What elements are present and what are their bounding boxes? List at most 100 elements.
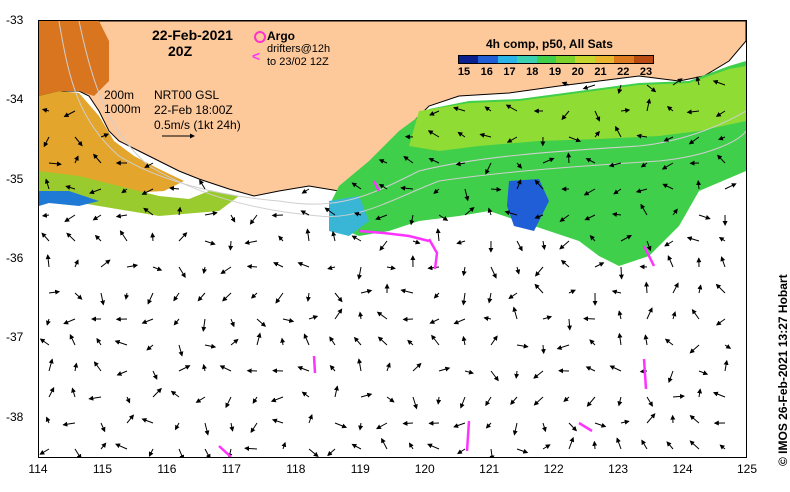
current-vector-arrow <box>686 236 700 242</box>
current-vector-arrow <box>93 361 102 372</box>
current-vector-arrow <box>620 108 631 113</box>
current-vector-arrow <box>353 336 362 346</box>
current-vector-arrow <box>644 281 650 294</box>
current-vector-arrow <box>48 289 61 295</box>
colorbar-tick-16: 16 <box>480 66 493 78</box>
current-vector-arrow <box>45 318 51 326</box>
current-vector-arrow <box>667 370 674 384</box>
current-vector-arrow <box>453 422 466 428</box>
land-mass <box>39 21 746 197</box>
current-vector-arrow <box>438 366 451 372</box>
current-vector-arrow <box>640 203 648 216</box>
lon-tick-122: 122 <box>543 462 564 476</box>
current-vector-arrow <box>613 188 622 195</box>
current-vector-arrow <box>490 370 499 382</box>
current-vector-arrow <box>695 76 701 86</box>
current-vector-arrow <box>567 318 572 331</box>
colorbar-title: 4h comp, p50, All Sats <box>486 37 613 51</box>
current-vector-arrow <box>378 183 388 190</box>
current-vector-arrow <box>534 266 544 277</box>
current-vector-arrow <box>563 396 570 402</box>
current-vector-arrow <box>427 443 440 450</box>
current-vector-arrow <box>412 396 418 410</box>
current-vector-arrow <box>270 396 284 403</box>
current-vector-arrow <box>485 162 492 175</box>
current-vector-arrow <box>589 339 596 346</box>
current-vector-arrow <box>278 235 284 242</box>
current-vector-arrow <box>506 136 518 143</box>
current-vector-arrow <box>712 391 726 398</box>
current-vector-arrow <box>357 358 363 372</box>
current-vector-arrow <box>48 358 54 372</box>
colorbar-tick-17: 17 <box>503 66 516 78</box>
current-vector-arrow <box>487 207 493 216</box>
lon-tick-119: 119 <box>350 462 370 476</box>
colorbar-segment <box>575 56 595 63</box>
current-vector-arrow <box>438 214 449 221</box>
current-vector-arrow <box>689 440 700 450</box>
current-vector-arrow <box>93 153 102 164</box>
current-vector-arrow <box>271 212 284 218</box>
current-vector-arrow <box>41 212 50 218</box>
current-vector-arrow <box>618 266 624 280</box>
lon-tick-120: 120 <box>414 462 435 476</box>
contour-200m <box>58 21 746 205</box>
current-vector-arrow <box>308 448 319 457</box>
current-vector-arrow <box>672 393 685 399</box>
current-vector-arrow <box>715 318 726 326</box>
current-vector-arrow <box>360 289 373 294</box>
current-vector-arrow <box>696 180 702 190</box>
current-vector-arrow <box>308 414 313 424</box>
colorbar-tick-18: 18 <box>526 66 539 78</box>
current-vector-arrow <box>89 188 102 195</box>
current-vector-arrow <box>324 207 336 216</box>
current-vector-arrow <box>119 230 128 242</box>
depth-label-1000m: 1000m <box>104 102 141 116</box>
current-vector-arrow <box>542 315 553 321</box>
current-vector-arrow <box>178 448 185 457</box>
colorbar-tick-22: 22 <box>617 66 630 78</box>
current-vector-arrow <box>663 136 674 142</box>
current-vector-arrow <box>409 214 415 226</box>
current-vector-arrow <box>256 318 267 327</box>
map-date-title: 22-Feb-2021 <box>152 27 233 43</box>
current-vector-arrow <box>351 235 362 242</box>
current-vector-arrow <box>533 370 544 379</box>
current-vector-arrow <box>144 162 154 168</box>
current-vector-arrow <box>244 239 258 245</box>
current-vector-arrow <box>585 366 596 372</box>
current-vector-arrow <box>353 211 362 217</box>
current-vector-arrow <box>461 292 467 306</box>
current-vector-arrow <box>464 206 475 216</box>
current-vector-arrow <box>561 110 570 121</box>
current-vector-arrow <box>141 418 154 424</box>
current-vector-arrow <box>485 396 492 407</box>
current-vector-arrow <box>121 188 128 194</box>
current-vector-arrow <box>723 359 729 372</box>
lon-tick-118: 118 <box>286 462 306 476</box>
current-vector-arrow <box>230 318 235 328</box>
current-vector-arrow <box>617 396 623 407</box>
current-vector-arrow <box>568 436 575 450</box>
current-vector-arrow <box>220 266 232 275</box>
current-vector-arrow <box>331 230 337 242</box>
current-vector-arrow <box>436 396 442 405</box>
current-vector-arrow <box>479 132 492 138</box>
current-vector-arrow <box>377 336 388 346</box>
current-vector-arrow <box>303 333 310 346</box>
current-vector-arrow <box>464 369 474 375</box>
current-vector-arrow <box>542 444 551 450</box>
sst-colorbar <box>458 55 654 64</box>
current-vector-arrow <box>646 240 652 252</box>
current-vector-arrow <box>429 110 440 116</box>
current-vector-arrow <box>252 396 258 404</box>
current-vector-arrow <box>672 282 679 294</box>
current-vector-arrow <box>63 110 76 117</box>
current-vector-arrow <box>666 105 674 112</box>
current-vector-arrow <box>646 413 656 424</box>
lon-tick-117: 117 <box>221 462 241 476</box>
current-vector-arrow <box>636 133 648 139</box>
current-vector-arrow <box>457 448 466 455</box>
current-vector-arrow <box>485 422 492 429</box>
current-vector-arrow <box>698 370 709 376</box>
